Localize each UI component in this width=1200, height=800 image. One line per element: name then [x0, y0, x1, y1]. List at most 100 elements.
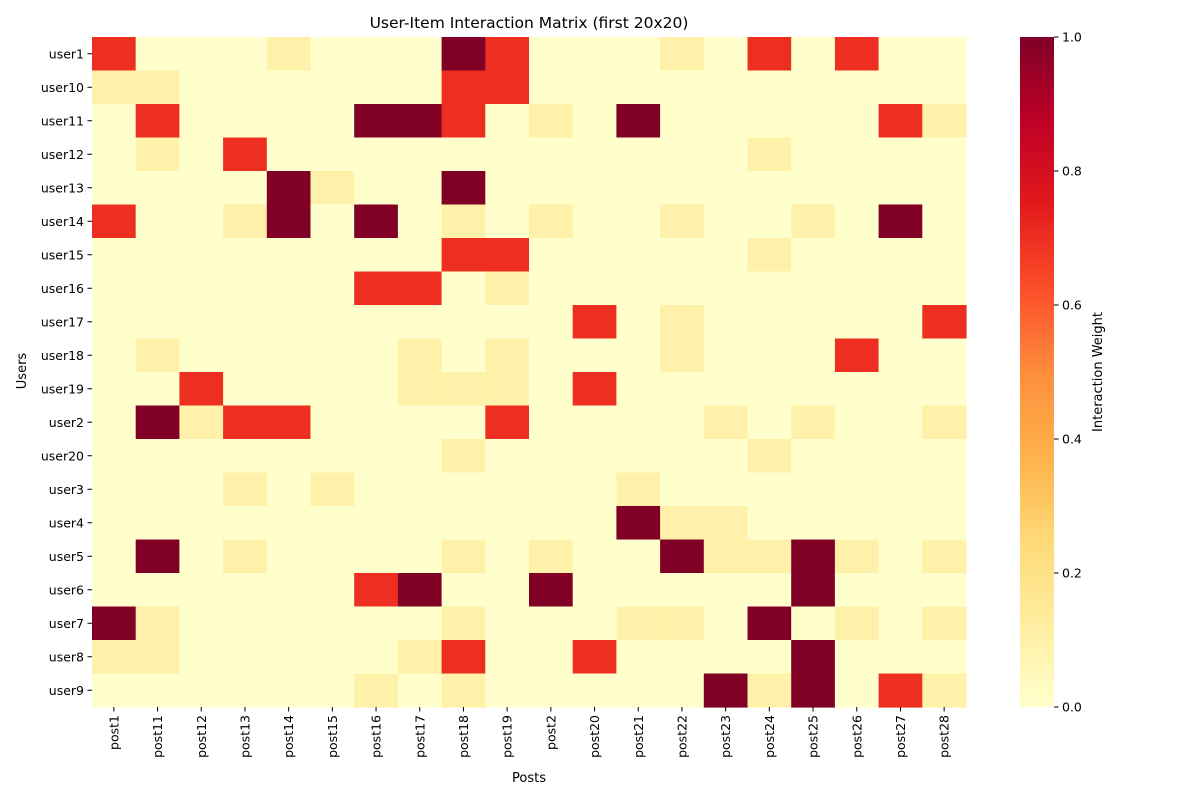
- heatmap-cell-user8-post17: [397, 640, 443, 675]
- heatmap-cell-user7-post15: [310, 606, 355, 641]
- heatmap-cell-user5-post13: [223, 539, 268, 574]
- heatmap-cell-user17-post15: [310, 305, 355, 340]
- heatmap-cell-user11-post25: [791, 104, 836, 139]
- x-tick-label: post24: [762, 715, 777, 758]
- heatmap-cell-user20-post26: [834, 439, 880, 474]
- heatmap-cell-user12-post1: [92, 137, 137, 172]
- heatmap-cell-user2-post16: [354, 405, 399, 440]
- heatmap-cell-user1-post1: [92, 37, 137, 72]
- heatmap-cell-user18-post17: [397, 338, 443, 373]
- heatmap-cell-user14-post26: [834, 204, 880, 239]
- heatmap-cell-user15-post27: [878, 238, 923, 273]
- heatmap-cell-user11-post12: [179, 104, 224, 139]
- heatmap-cell-user2-post27: [878, 405, 923, 440]
- heatmap-cell-user20-post17: [397, 439, 443, 474]
- heatmap-cell-user6-post28: [922, 573, 967, 608]
- heatmap-cell-user18-post26: [834, 338, 880, 373]
- heatmap-cell-user14-post25: [791, 204, 836, 239]
- heatmap-cell-user11-post15: [310, 104, 355, 139]
- heatmap-cell-user16-post20: [572, 271, 617, 306]
- heatmap-cell-user6-post14: [266, 573, 312, 608]
- heatmap-cell-user13-post17: [397, 171, 443, 206]
- heatmap-cell-user19-post16: [354, 372, 399, 407]
- heatmap-cell-user10-post19: [485, 70, 530, 105]
- heatmap-cell-user1-post23: [703, 37, 749, 72]
- heatmap-cell-user13-post12: [179, 171, 224, 206]
- heatmap-cell-user10-post16: [354, 70, 399, 105]
- heatmap-cell-user1-post16: [354, 37, 399, 72]
- heatmap-cell-user7-post13: [223, 606, 268, 641]
- heatmap-cell-user4-post20: [572, 506, 617, 541]
- y-tick-label: user15: [41, 247, 84, 262]
- heatmap-cell-user13-post13: [223, 171, 268, 206]
- heatmap-cell-user19-post11: [135, 372, 180, 407]
- y-tick-label: user2: [49, 415, 84, 430]
- heatmap-cell-user1-post26: [834, 37, 880, 72]
- y-tick-label: user5: [49, 549, 84, 564]
- heatmap-cell-user8-post18: [441, 640, 486, 675]
- heatmap-cell-user1-post24: [747, 37, 792, 72]
- heatmap-cell-user17-post2: [529, 305, 574, 340]
- colorbar-tick-label: 0.6: [1062, 298, 1082, 313]
- heatmap-cell-user8-post14: [266, 640, 312, 675]
- heatmap-cell-user18-post28: [922, 338, 967, 373]
- x-tick-label: post2: [543, 715, 558, 750]
- heatmap-cell-user11-post21: [616, 104, 661, 139]
- heatmap-cell-user20-post15: [310, 439, 355, 474]
- heatmap-cell-user3-post18: [441, 472, 486, 507]
- heatmap-cell-user18-post25: [791, 338, 836, 373]
- y-tick-label: user12: [41, 147, 84, 162]
- heatmap-cell-user17-post12: [179, 305, 224, 340]
- heatmap-cell-user7-post11: [135, 606, 180, 641]
- heatmap-cell-user3-post19: [485, 472, 530, 507]
- heatmap-cell-user2-post17: [397, 405, 443, 440]
- heatmap-cell-user20-post18: [441, 439, 486, 474]
- heatmap-cell-user6-post17: [397, 573, 443, 608]
- heatmap-cell-user9-post23: [703, 673, 749, 708]
- heatmap-cell-user2-post14: [266, 405, 312, 440]
- heatmap-cell-user11-post16: [354, 104, 399, 139]
- heatmap-cell-user9-post24: [747, 673, 792, 708]
- heatmap-cell-user19-post20: [572, 372, 617, 407]
- x-tick-label: post22: [675, 715, 690, 758]
- heatmap-cell-user4-post26: [834, 506, 880, 541]
- heatmap-cell-user4-post2: [529, 506, 574, 541]
- heatmap-cell-user10-post2: [529, 70, 574, 105]
- heatmap-cell-user17-post27: [878, 305, 923, 340]
- heatmap-cell-user8-post19: [485, 640, 530, 675]
- heatmap-cell-user12-post19: [485, 137, 530, 172]
- heatmap-cell-user20-post11: [135, 439, 180, 474]
- heatmap-cell-user6-post23: [703, 573, 749, 608]
- heatmap-cell-user4-post19: [485, 506, 530, 541]
- heatmap-cell-user16-post1: [92, 271, 137, 306]
- heatmap-cell-user3-post27: [878, 472, 923, 507]
- heatmap-cell-user19-post21: [616, 372, 661, 407]
- heatmap-cell-user5-post27: [878, 539, 923, 574]
- heatmap-cell-user7-post23: [703, 606, 749, 641]
- heatmap-cell-user7-post19: [485, 606, 530, 641]
- y-axis-label: Users: [15, 353, 30, 390]
- heatmap-cell-user8-post13: [223, 640, 268, 675]
- heatmap-cell-user9-post25: [791, 673, 836, 708]
- heatmap-cell-user9-post11: [135, 673, 180, 708]
- heatmap-cell-user8-post2: [529, 640, 574, 675]
- heatmap-cell-user15-post16: [354, 238, 399, 273]
- heatmap-cell-user6-post15: [310, 573, 355, 608]
- heatmap-cell-user7-post22: [660, 606, 705, 641]
- x-tick-label: post27: [893, 715, 908, 758]
- heatmap-cell-user4-post15: [310, 506, 355, 541]
- heatmap-cell-user13-post28: [922, 171, 967, 206]
- heatmap-cell-user19-post13: [223, 372, 268, 407]
- x-tick-label: post14: [281, 715, 296, 758]
- heatmap-cell-user17-post13: [223, 305, 268, 340]
- heatmap-cell-user15-post19: [485, 238, 530, 273]
- heatmap-cell-user18-post12: [179, 338, 224, 373]
- heatmap-cell-user11-post28: [922, 104, 967, 139]
- heatmap-cell-user17-post28: [922, 305, 967, 340]
- y-tick-label: user14: [41, 214, 84, 229]
- heatmap-cell-user3-post20: [572, 472, 617, 507]
- heatmap-cell-user16-post19: [485, 271, 530, 306]
- heatmap-cell-user9-post14: [266, 673, 312, 708]
- heatmap-cell-user19-post27: [878, 372, 923, 407]
- heatmap-cell-user2-post13: [223, 405, 268, 440]
